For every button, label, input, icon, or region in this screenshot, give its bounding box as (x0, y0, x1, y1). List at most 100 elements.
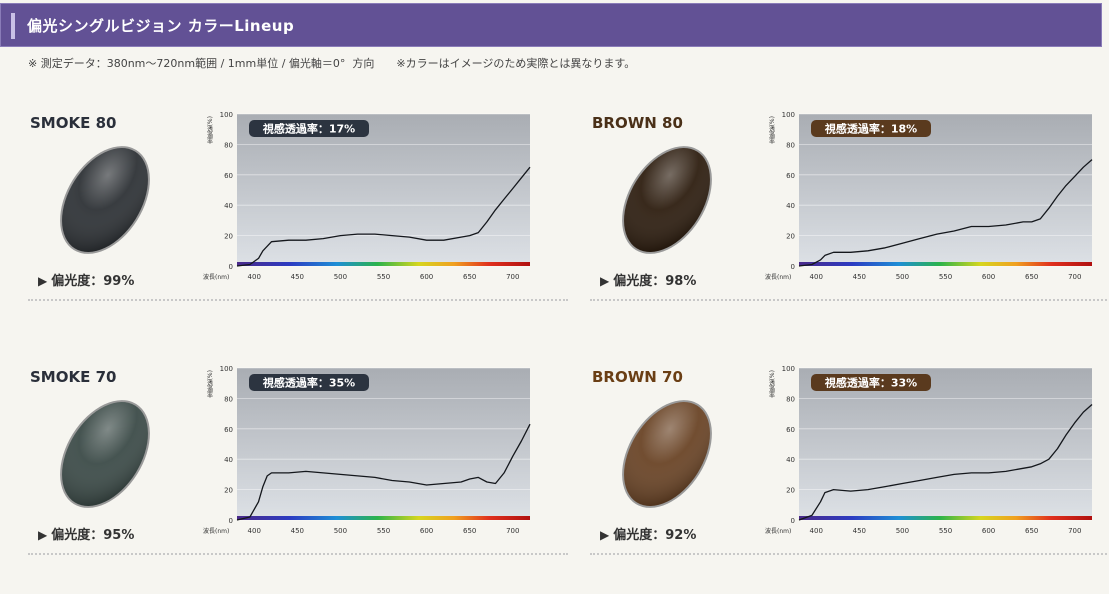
transmittance-chart: 0 20 40 60 80 100 400 450 500 550 600 650 700 (%)透過率波… (203, 111, 531, 281)
y-axis-label: (%)透過率 (206, 116, 213, 146)
x-tick-label: 500 (896, 527, 909, 535)
lens-panel: BROWN 80 ▶ 偏光度：98% 0 20 40 60 80 100 400 450 500 550… (590, 100, 1109, 340)
y-tick-label: 0 (791, 263, 795, 271)
plot-area (799, 368, 1092, 520)
polarization-label: ▶ 偏光度：99% (38, 270, 134, 289)
polarization-label: ▶ 偏光度：92% (600, 524, 696, 543)
x-tick-label: 600 (982, 527, 995, 535)
triangle-right-icon: ▶ (600, 528, 610, 542)
y-tick-label: 0 (229, 263, 233, 271)
y-tick-label: 60 (224, 426, 233, 434)
y-axis-label: (%)透過率 (768, 116, 775, 146)
y-tick-label: 80 (786, 141, 795, 149)
lens-swatch-icon (60, 146, 150, 254)
lens-swatch-icon (60, 400, 150, 508)
transmittance-chart: 0 20 40 60 80 100 400 450 500 550 600 650 700 (%)透過率波… (765, 111, 1093, 281)
lens-shine (62, 402, 148, 506)
y-tick-label: 40 (786, 456, 795, 464)
x-axis-label: 波長(nm) (765, 527, 791, 535)
y-tick-label: 40 (224, 202, 233, 210)
lens-shine (624, 402, 710, 506)
page-header: 偏光シングルビジョン カラーLineup (0, 3, 1102, 47)
polarization-value: 偏光度：99% (51, 274, 135, 289)
x-tick-label: 550 (377, 273, 390, 281)
spectrum-bar (799, 516, 1092, 520)
page-title: 偏光シングルビジョン カラーLineup (27, 17, 295, 35)
x-tick-label: 500 (896, 273, 909, 281)
y-tick-label: 100 (220, 111, 233, 119)
spectrum-bar (237, 262, 530, 266)
x-tick-label: 500 (334, 527, 347, 535)
y-tick-label: 0 (791, 517, 795, 525)
y-axis-label: (%)透過率 (768, 370, 775, 400)
triangle-right-icon: ▶ (38, 274, 48, 288)
y-tick-label: 80 (786, 395, 795, 403)
spectrum-bar (237, 516, 530, 520)
y-tick-label: 20 (786, 233, 795, 241)
y-tick-label: 60 (786, 172, 795, 180)
polarization-label: ▶ 偏光度：95% (38, 524, 134, 543)
dotted-divider (28, 299, 568, 301)
lens-name: BROWN 70 (592, 368, 683, 386)
y-tick-label: 100 (782, 365, 795, 373)
dotted-divider (28, 553, 568, 555)
x-tick-label: 400 (248, 273, 261, 281)
measurement-note: ※ 測定データ：380nm〜720nm範囲 / 1mm単位 / 偏光軸＝0° 方… (28, 57, 636, 70)
x-tick-label: 600 (420, 527, 433, 535)
x-tick-label: 400 (810, 527, 823, 535)
y-tick-label: 100 (220, 365, 233, 373)
x-tick-label: 500 (334, 273, 347, 281)
x-tick-label: 450 (853, 527, 866, 535)
x-tick-label: 450 (291, 527, 304, 535)
y-tick-label: 80 (224, 395, 233, 403)
y-tick-label: 60 (786, 426, 795, 434)
lens-name: BROWN 80 (592, 114, 683, 132)
transmittance-badge (811, 374, 931, 391)
x-tick-label: 400 (248, 527, 261, 535)
x-tick-label: 700 (1068, 527, 1081, 535)
polarization-value: 偏光度：92% (613, 528, 697, 543)
polarization-label: ▶ 偏光度：98% (600, 270, 696, 289)
x-tick-label: 650 (1025, 273, 1038, 281)
triangle-right-icon: ▶ (600, 274, 610, 288)
x-tick-label: 550 (377, 527, 390, 535)
dotted-divider (590, 299, 1109, 301)
x-tick-label: 700 (506, 527, 519, 535)
transmittance-badge-text: 視感透過率：18% (824, 122, 917, 136)
x-tick-label: 450 (291, 273, 304, 281)
transmittance-badge-text: 視感透過率：35% (262, 376, 355, 390)
y-axis-label: (%)透過率 (206, 370, 213, 400)
transmittance-line (236, 166, 531, 267)
x-axis-label: 波長(nm) (765, 273, 791, 281)
dotted-divider (590, 553, 1109, 555)
x-tick-label: 700 (1068, 273, 1081, 281)
triangle-right-icon: ▶ (38, 528, 48, 542)
transmittance-badge (811, 120, 931, 137)
x-tick-label: 450 (853, 273, 866, 281)
transmittance-badge-text: 視感透過率：33% (824, 376, 917, 390)
x-tick-label: 550 (939, 527, 952, 535)
transmittance-line (236, 423, 531, 521)
lens-panel: BROWN 70 ▶ 偏光度：92% 0 20 40 60 80 100 400 450 500 550… (590, 354, 1109, 594)
transmittance-line (798, 404, 1093, 521)
y-tick-label: 40 (786, 202, 795, 210)
y-tick-label: 60 (224, 172, 233, 180)
lens-panel: SMOKE 70 ▶ 偏光度：95% 0 20 40 60 80 100 400 450 500 550… (28, 354, 573, 594)
x-tick-label: 650 (1025, 527, 1038, 535)
transmittance-chart: 0 20 40 60 80 100 400 450 500 550 600 650 700 (%)透過率波… (203, 365, 531, 535)
y-tick-label: 40 (224, 456, 233, 464)
plot-area (237, 368, 530, 520)
x-axis-label: 波長(nm) (203, 527, 229, 535)
x-tick-label: 400 (810, 273, 823, 281)
plot-area (799, 114, 1092, 266)
y-tick-label: 20 (786, 487, 795, 495)
spectrum-bar (799, 262, 1092, 266)
x-tick-label: 600 (420, 273, 433, 281)
lens-shine (62, 148, 148, 252)
lens-swatch-icon (622, 146, 712, 254)
x-tick-label: 600 (982, 273, 995, 281)
lens-name: SMOKE 70 (30, 368, 117, 386)
x-tick-label: 650 (463, 273, 476, 281)
x-tick-label: 700 (506, 273, 519, 281)
y-tick-label: 20 (224, 233, 233, 241)
